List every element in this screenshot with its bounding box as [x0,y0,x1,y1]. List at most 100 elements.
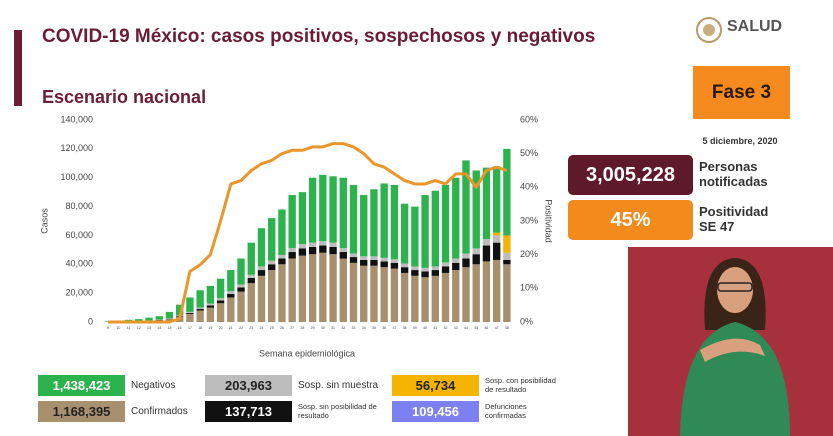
bar-segment [360,256,368,260]
x-tick-label: 23 [249,326,253,330]
bar-segment [482,167,491,240]
bar-segment [196,290,204,308]
y2-tick-label: 50% [520,148,538,158]
bar-segment [503,259,511,265]
y-tick-label: 120,000 [60,143,93,153]
legend-label: Sosp. sin posibilidad de resultado [298,402,377,420]
bar-segment [268,270,276,322]
x-tick-label: 11 [127,326,131,330]
bar-segment [390,262,399,269]
x-tick-label: 19 [208,326,212,330]
bar-segment [472,248,480,255]
x-tick-label: 12 [137,326,141,330]
bar-segment [411,266,419,271]
positivity-line [108,142,508,324]
bar-segment [431,266,439,271]
bar-segment [186,297,194,312]
logo-emblem-core [703,24,715,36]
bar-segment [216,278,225,299]
bar-segment [390,184,399,260]
bar-segment [482,245,491,262]
bar-segment [196,310,204,322]
bar-segment [411,206,419,267]
x-tick-label: 26 [280,326,284,330]
x-tick-label: 46 [484,326,488,330]
logo-text: SALUD [727,18,782,35]
y2-tick-label: 10% [520,283,538,293]
bar-segment [257,270,266,276]
x-tick-label: 45 [474,326,478,330]
bar-segment [298,244,307,249]
bar-segment [339,247,347,253]
legend-label: Negativos [131,380,176,391]
y-tick-label: 60,000 [65,230,93,240]
bar-segment [237,258,245,285]
y-tick-label: 20,000 [65,288,93,298]
bar-segment [216,300,225,304]
y2-tick-label: 60% [520,114,538,124]
x-tick-label: 31 [331,326,335,330]
legend-label: Sosp. con posibilidad de resultado [485,376,556,394]
bar-segment [492,166,501,233]
y2-tick-label: 20% [520,249,538,259]
notified-box: 3,005,228 [568,155,693,195]
bar-segment [268,264,276,271]
bar-segment [257,266,266,271]
bar-segment [492,242,501,260]
x-tick-label: 47 [495,326,499,330]
x-tick-label: 20 [219,326,223,330]
bar-segment [492,232,501,236]
x-tick-label: 22 [239,326,243,330]
bar-segment [196,309,204,311]
bar-segment [319,252,327,322]
bar-segment [452,270,460,322]
legend-total: 1,168,395 [38,401,125,422]
bar-segment [288,247,296,253]
bar-segment [411,275,419,322]
bar-segment [472,170,480,249]
bar-segment [237,287,245,292]
bar-segment [257,275,266,322]
x-tick-label: 37 [392,326,396,330]
legend-label: Confirmados [131,406,188,417]
bar-segment [360,259,368,266]
y-axis-label: Casos [39,208,49,234]
legend-total: 56,734 [392,375,479,396]
bar-segment [145,317,153,321]
positivity-box: 45% [568,200,693,240]
y2-tick-label: 40% [520,182,538,192]
y2-tick-label: 0% [520,316,533,326]
x-tick-label: 48 [505,326,509,330]
bar-segment [503,264,511,322]
bar-segment [155,316,163,320]
bar-segment [308,177,317,243]
bar-segment [216,303,225,322]
bar-segment [452,262,460,271]
bar-segment [441,272,450,322]
bar-segment [329,246,337,255]
notified-label: Personas notificadas [699,159,768,189]
bar-segment [278,258,286,265]
bar-segment [339,252,347,259]
bar-segment [400,263,409,268]
bar-segment [278,209,286,255]
bar-segment [380,257,388,262]
bar-segment [380,261,388,268]
bar-segment [492,235,501,243]
x-tick-label: 29 [311,326,315,330]
date: 5 diciembre, 2020 [702,136,778,146]
interpreter-face [717,267,753,313]
bar-segment [421,195,429,268]
y-tick-label: 40,000 [65,259,93,269]
bar-segment [380,267,388,322]
bar-segment [421,277,429,322]
bar-segment [329,176,337,243]
bar-segment [441,184,450,263]
x-tick-label: 34 [362,326,366,330]
bar-segment [421,267,429,272]
bar-segment [135,319,143,322]
bar-segment [349,184,358,254]
legend-total: 109,456 [392,401,479,422]
x-tick-label: 14 [157,326,161,330]
